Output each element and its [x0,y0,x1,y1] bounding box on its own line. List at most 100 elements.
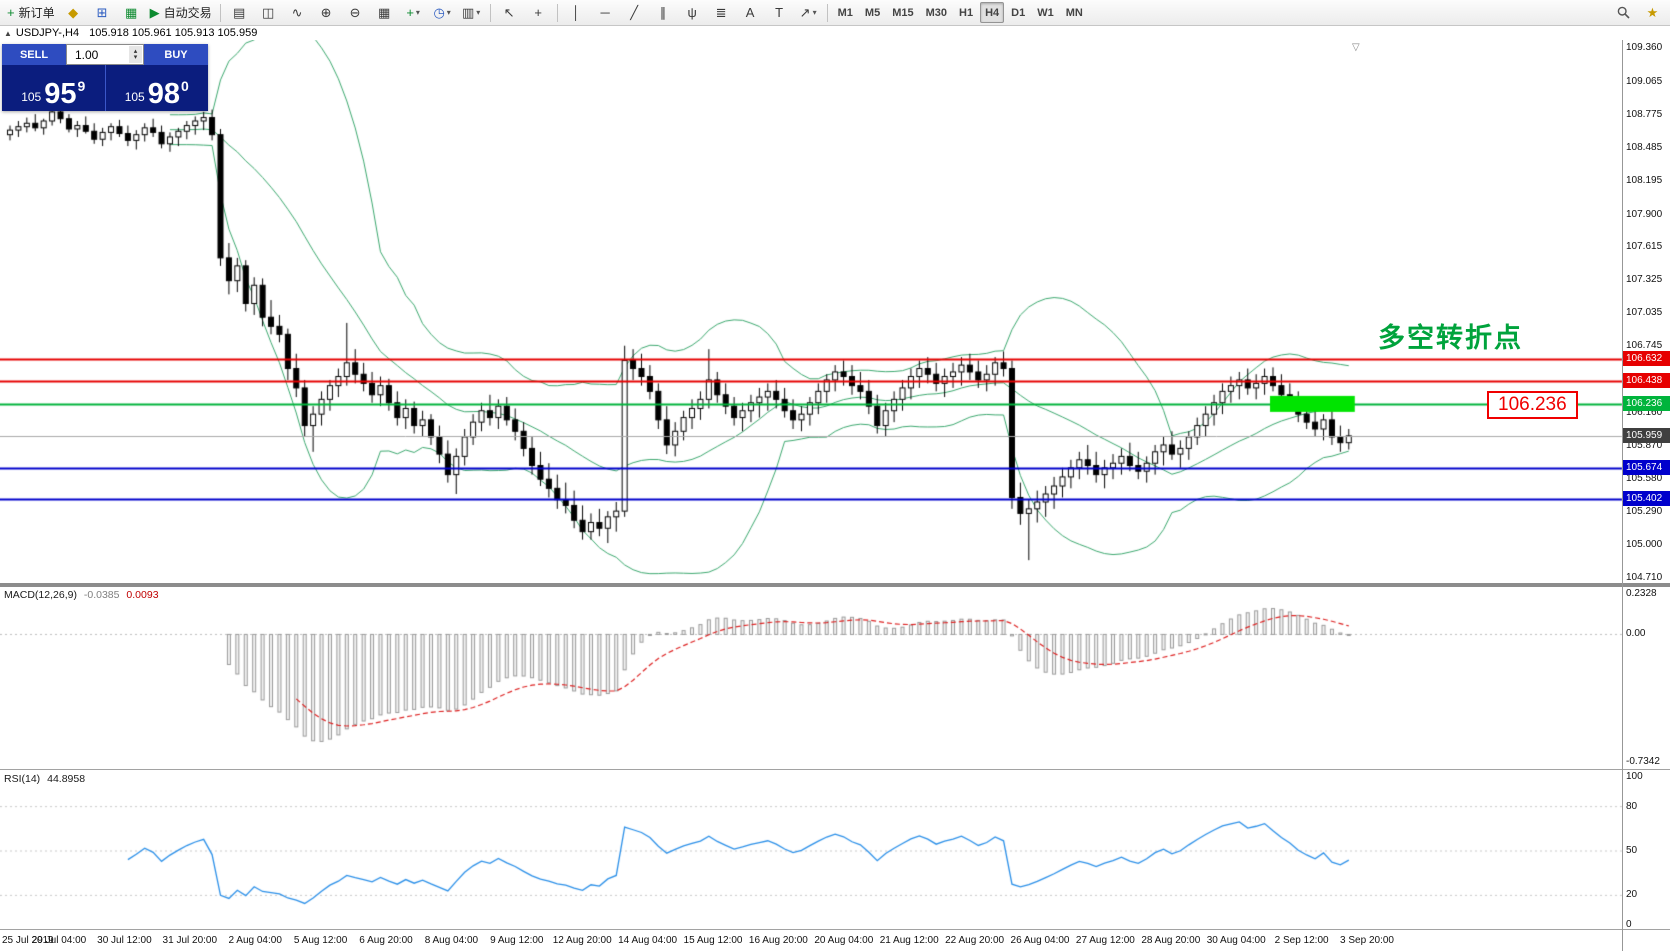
chart-shift-marker[interactable]: ▽ [1352,42,1360,53]
fibonacci-button[interactable]: ≣ [708,1,735,24]
crosshair-button[interactable]: + [525,1,552,24]
chart-title-row: ▲ USDJPY-,H4 105.918 105.961 105.913 105… [0,26,1670,40]
volume-up-icon[interactable]: ▴ [133,47,138,55]
volume-down-icon[interactable]: ▾ [133,53,138,61]
time-tick-label: 21 Aug 12:00 [879,935,939,946]
horizontal-line-button[interactable]: ─ [592,1,619,24]
sell-price-small: 105 [21,90,42,104]
bar-chart-button[interactable]: ▤ [226,1,253,24]
timeframe-button-h4[interactable]: H4 [980,2,1005,23]
timeframe-button-h1[interactable]: H1 [959,6,974,19]
buy-button[interactable]: BUY [144,44,208,65]
autotrading-button[interactable]: ▶ 自动交易 [147,1,215,24]
price-axis[interactable]: 109.360 109.065 108.775 108.485 108.195 107.9… [1623,0,1670,951]
timeframe-button-m15[interactable]: M15 [892,6,914,19]
zoom-in-icon: ⊕ [320,5,332,20]
panel-divider[interactable] [0,769,1670,770]
sell-price-big: 95 [44,77,77,110]
price-level-label: 105.402 [1623,491,1670,506]
sell-button[interactable]: SELL [2,44,66,65]
new-chart-button[interactable]: ⊞ [89,1,116,24]
macd-main-value: -0.0385 [83,589,120,601]
price-tick-label: 104.710 [1626,572,1663,584]
alerts-button[interactable]: ◆ [60,1,87,24]
price-tick-label: 105.290 [1626,506,1663,518]
time-tick-label: 14 Aug 04:00 [618,935,678,946]
volume-stepper[interactable]: ▴ ▾ [129,46,142,63]
price-level-label: 105.959 [1623,428,1670,443]
price-tick-label: 106.160 [1626,407,1663,419]
indicators-icon: + [406,5,414,20]
tile-windows-button[interactable]: ▦ [371,1,398,24]
timeframe-button-mn[interactable]: MN [1065,6,1083,19]
price-tick-label: 107.615 [1626,241,1663,253]
channel-button[interactable]: ∥ [650,1,677,24]
timeframe-button-m5[interactable]: M5 [864,6,881,19]
crosshair-icon: + [534,5,542,20]
time-tick-label: 30 Aug 04:00 [1206,935,1266,946]
line-chart-icon: ∿ [291,5,303,20]
macd-tick-label: 0.2328 [1626,588,1657,599]
candlestick-icon: ◫ [261,5,275,20]
oneclick-collapse-icon[interactable]: ▲ [4,28,12,38]
time-axis[interactable]: 25 Jul 2019 29 Jul 04:00 30 Jul 12:00 31 Ju… [0,931,1622,951]
price-callout: 106.236 [1487,391,1578,419]
search-button[interactable] [1610,1,1637,24]
price-tick-label: 105.870 [1626,440,1663,452]
rsi-name: RSI(14) [4,773,41,785]
price-level-label: 106.438 [1623,373,1670,388]
buy-price-small: 105 [124,90,145,104]
new-order-button[interactable]: + 新订单 [4,1,58,24]
templates-button[interactable]: ▥ ▾ [458,1,485,24]
price-level-label: 106.236 [1623,396,1670,411]
time-tick-label: 15 Aug 12:00 [683,935,743,946]
panel-splitter[interactable] [0,583,1670,587]
timeframe-button-d1[interactable]: D1 [1011,6,1026,19]
vertical-line-button[interactable]: │ [563,1,590,24]
alerts-icon: ◆ [68,5,79,20]
vertical-line-icon: │ [572,5,581,20]
buy-price[interactable]: 105 98 0 [106,65,209,111]
time-tick-label: 28 Aug 20:00 [1141,935,1201,946]
time-tick-label: 27 Aug 12:00 [1075,935,1135,946]
chevron-down-icon: ▾ [812,8,817,17]
time-tick-label: 9 Aug 12:00 [490,935,544,946]
trendline-button[interactable]: ╱ [621,1,648,24]
timeframe-button-m1[interactable]: M1 [837,6,853,19]
time-tick-label: 5 Aug 12:00 [293,935,348,946]
periods-button[interactable]: ◷ ▾ [429,1,456,24]
favorites-button[interactable]: ★ [1639,1,1666,24]
price-level-label: 106.632 [1623,351,1670,366]
candlestick-button[interactable]: ◫ [255,1,282,24]
fibonacci-icon: ≣ [715,5,727,20]
price-axis-border [1622,40,1623,951]
sell-price[interactable]: 105 95 9 [2,65,105,111]
panel-divider [0,929,1670,930]
timeframe-button-m30[interactable]: M30 [925,6,947,19]
line-chart-button[interactable]: ∿ [284,1,311,24]
price-tick-label: 109.360 [1626,41,1663,53]
price-tick-label: 105.000 [1626,539,1663,551]
cursor-button[interactable]: ↖ [496,1,523,24]
volume-input[interactable]: 1.00 ▴ ▾ [66,44,144,65]
arrows-button[interactable]: ↗ ▾ [795,1,822,24]
main-toolbar: + 新订单 ◆ ⊞ ▦ ▶ 自动交易 ▤ ◫ ∿ ⊕ ⊖ ▦ + ▾ ◷ ▾ [0,0,1670,26]
profiles-button[interactable]: ▦ [118,1,145,24]
volume-value: 1.00 [75,47,99,62]
pitchfork-button[interactable]: ψ [679,1,706,24]
zoom-in-button[interactable]: ⊕ [313,1,340,24]
chart-ohlc-readout: 105.918 105.961 105.913 105.959 [89,27,258,39]
chevron-down-icon: ▾ [476,8,481,17]
rsi-value: 44.8958 [47,773,86,785]
macd-tick-label: 0.00 [1626,628,1646,640]
price-tick-label: 107.325 [1626,274,1663,286]
text-button[interactable]: A [737,1,764,24]
time-tick-label: 16 Aug 20:00 [748,935,808,946]
indicators-button[interactable]: + ▾ [400,1,427,24]
timeframe-button-w1[interactable]: W1 [1037,6,1054,19]
zoom-out-button[interactable]: ⊖ [342,1,369,24]
text-label-button[interactable]: T [766,1,793,24]
horizontal-line-icon: ─ [600,5,610,20]
macd-signal-value: 0.0093 [126,589,159,601]
